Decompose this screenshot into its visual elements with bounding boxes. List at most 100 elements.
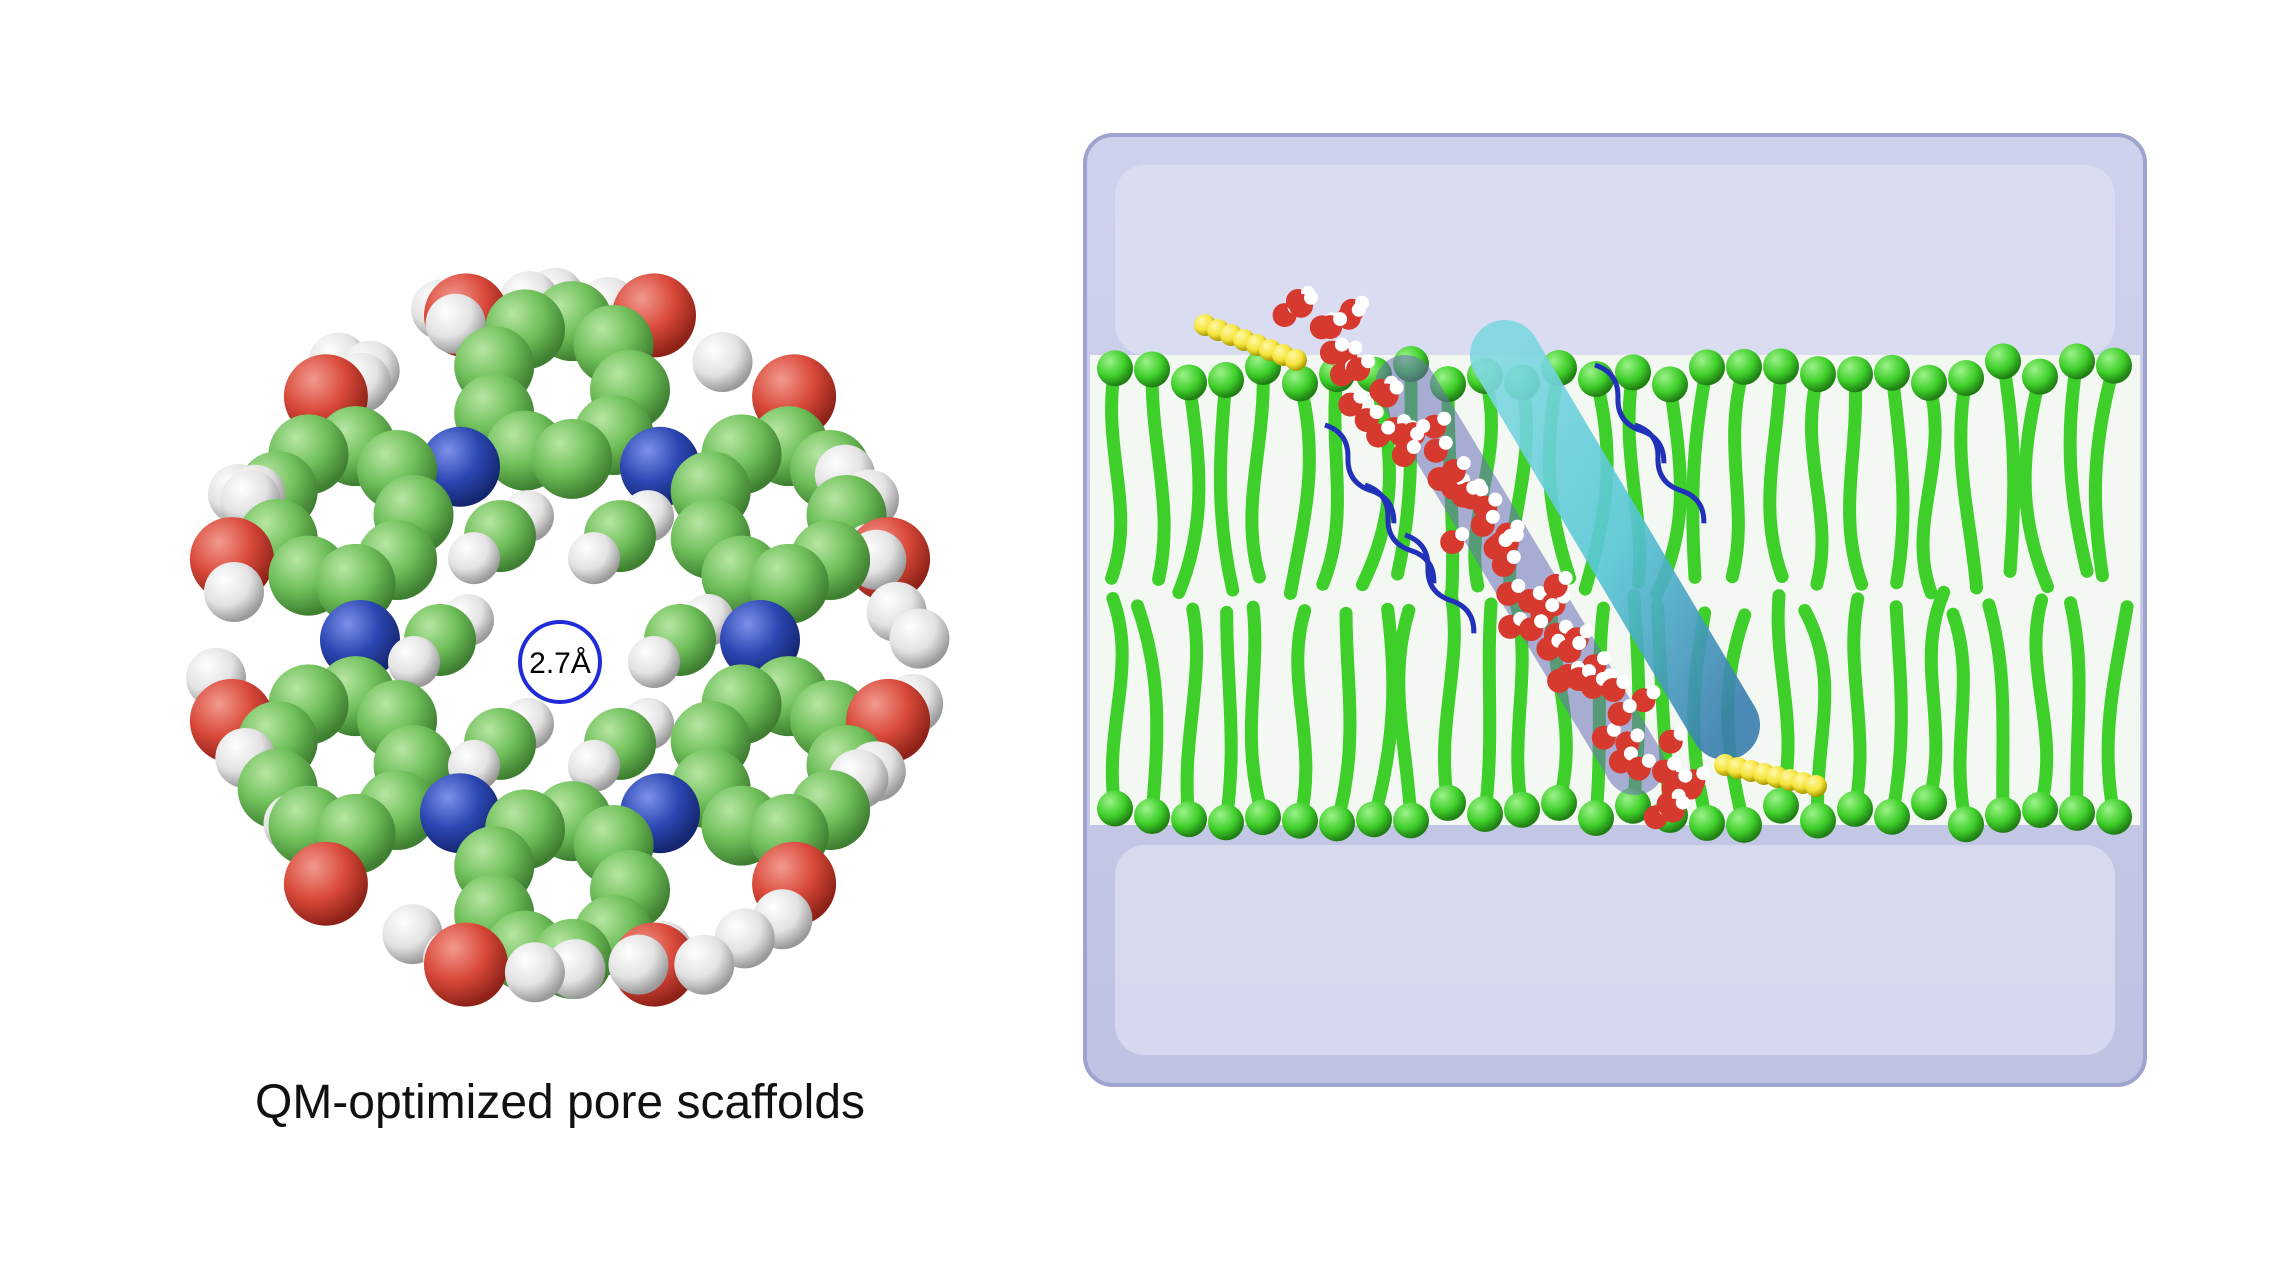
lipid-head bbox=[1393, 802, 1429, 839]
lipid-tail bbox=[1885, 600, 1908, 824]
lipid-tail bbox=[1763, 360, 1789, 584]
lipid-tail bbox=[1330, 606, 1357, 830]
water-hydrogen bbox=[1304, 290, 1318, 305]
hydrogen-atom bbox=[568, 532, 620, 585]
yellow-tail-bead bbox=[1805, 775, 1827, 797]
lipid-head bbox=[1874, 354, 1910, 391]
water-hydrogen bbox=[1534, 614, 1549, 629]
lipid-tail bbox=[1954, 371, 1984, 595]
lipid-head bbox=[1911, 364, 1947, 401]
water-upper bbox=[1115, 165, 2115, 355]
water-hydrogen bbox=[1579, 624, 1594, 639]
scaffold-svg: 2.7Å bbox=[186, 267, 950, 1007]
membrane-svg bbox=[1083, 133, 2147, 1087]
water-hydrogen bbox=[1630, 728, 1645, 743]
lipid-tail bbox=[1283, 376, 1316, 600]
lipid-tail bbox=[2018, 370, 2054, 594]
atom-spheres bbox=[186, 267, 950, 1007]
water-hydrogen bbox=[1381, 420, 1396, 435]
lipid-head bbox=[1467, 796, 1503, 833]
lipid-tail bbox=[1172, 375, 1206, 599]
lipid-head bbox=[1911, 784, 1947, 821]
hydrogen-atom bbox=[204, 562, 264, 622]
lipid-tail bbox=[1922, 585, 1951, 809]
water-hydrogen bbox=[1410, 426, 1425, 441]
lipid-tail bbox=[1982, 598, 2010, 822]
hydrogen-atom bbox=[504, 942, 565, 1003]
lipid-tail bbox=[2029, 593, 2054, 817]
lipid-head bbox=[1097, 350, 1133, 387]
molecular-scaffold-image: 2.7Å bbox=[100, 170, 1020, 1030]
pore-circle bbox=[518, 620, 602, 704]
lipid-tail bbox=[1996, 354, 2021, 578]
hydrogen-atom bbox=[608, 934, 669, 995]
water-hydrogen bbox=[1369, 405, 1384, 420]
pore-diameter-label: 2.7Å bbox=[529, 647, 591, 680]
lipid-tail bbox=[1847, 592, 1867, 816]
water-hydrogen bbox=[1696, 766, 1711, 781]
water-hydrogen bbox=[1678, 768, 1693, 783]
lipid-head bbox=[1578, 800, 1614, 837]
water-hydrogen bbox=[1506, 550, 1521, 564]
lipid-head bbox=[1356, 801, 1392, 838]
lipid-tail bbox=[1843, 367, 1869, 591]
lipid-head bbox=[1615, 787, 1651, 824]
water-hydrogen bbox=[1348, 340, 1363, 355]
hydrogen-atom bbox=[674, 934, 735, 995]
lipid-head bbox=[1763, 348, 1799, 385]
water-hydrogen bbox=[1361, 354, 1376, 369]
carbon-atom bbox=[532, 418, 613, 499]
water-hydrogen bbox=[1623, 746, 1638, 761]
water-hydrogen bbox=[1597, 651, 1611, 666]
water-hydrogen bbox=[1334, 337, 1349, 352]
helix-cyan bbox=[1470, 320, 1760, 760]
water-hydrogen bbox=[1545, 598, 1560, 613]
membrane-simulation-image bbox=[1075, 125, 2155, 1100]
lipid-tail bbox=[2063, 354, 2094, 578]
lipid-head bbox=[1282, 365, 1318, 402]
lipid-head bbox=[1948, 806, 1984, 843]
water-hydrogen bbox=[1532, 586, 1547, 600]
lipid-tail bbox=[2064, 596, 2086, 820]
lipid-tail bbox=[1885, 366, 1910, 590]
water-hydrogen bbox=[1353, 389, 1368, 404]
water-hydrogen bbox=[1437, 411, 1452, 426]
lipid-tail bbox=[1916, 376, 1942, 600]
lipid-tail bbox=[1213, 373, 1240, 597]
helix-ribbon bbox=[1634, 422, 1707, 524]
lipid-tail bbox=[1725, 360, 1751, 584]
lipid-tail bbox=[1686, 360, 1714, 584]
lipid-tail bbox=[1367, 602, 1400, 826]
lipid-head bbox=[1689, 804, 1725, 841]
lipid-head bbox=[2022, 358, 2058, 395]
water-hydrogen bbox=[1667, 756, 1682, 771]
lipid-head bbox=[1430, 784, 1466, 821]
lipid-head bbox=[1615, 354, 1651, 391]
caption: QM-optimized pore scaffolds bbox=[254, 1076, 866, 1129]
lipid-tail bbox=[1805, 367, 1829, 591]
lipid-head bbox=[1763, 787, 1799, 824]
lipid-tail bbox=[1180, 602, 1204, 826]
lipid-head bbox=[2096, 347, 2132, 384]
water-hydrogen bbox=[1351, 302, 1366, 317]
hydrogen-atom bbox=[388, 636, 440, 688]
lipid-tail bbox=[1131, 599, 1164, 823]
lipid-head bbox=[1985, 343, 2021, 380]
water-hydrogen bbox=[1485, 509, 1500, 524]
lipid-head bbox=[1726, 348, 1762, 385]
hydrogen-atom bbox=[628, 636, 680, 688]
lipid-head bbox=[1504, 791, 1540, 828]
water-hydrogen bbox=[1455, 527, 1470, 542]
water-hydrogen bbox=[1558, 570, 1573, 585]
water-hydrogen bbox=[1673, 726, 1688, 741]
lipid-head bbox=[1874, 798, 1910, 835]
water-hydrogen bbox=[1438, 435, 1453, 450]
lipid-head bbox=[1319, 805, 1355, 842]
water-hydrogen bbox=[1488, 492, 1503, 507]
lipid-tail bbox=[1219, 605, 1238, 829]
hydrogen-atom bbox=[889, 608, 950, 669]
oxygen-atom bbox=[424, 922, 508, 1007]
lipid-head bbox=[1800, 356, 1836, 393]
helix-ribbon bbox=[1324, 422, 1397, 524]
